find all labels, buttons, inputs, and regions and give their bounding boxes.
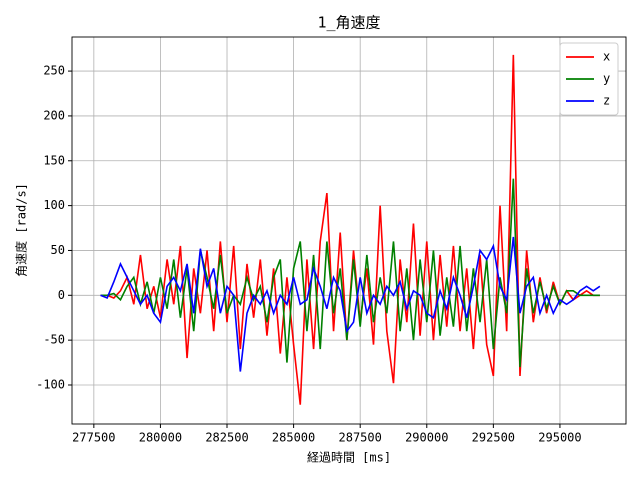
x-tick-label: 292500 bbox=[472, 431, 515, 445]
x-axis-label: 経過時間 [ms] bbox=[307, 451, 391, 465]
x-tick-label: 287500 bbox=[339, 431, 382, 445]
plot-frame bbox=[71, 36, 627, 425]
y-axis-label: 角速度 [rad/s] bbox=[14, 183, 29, 277]
y-tick-label: 200 bbox=[43, 108, 65, 122]
y-tick-label: 100 bbox=[43, 198, 65, 212]
x-tick-label: 280000 bbox=[139, 431, 182, 445]
x-tick-label: 290000 bbox=[405, 431, 448, 445]
y-tick-label: 50 bbox=[51, 243, 65, 257]
y-tick-label: 0 bbox=[58, 288, 65, 302]
x-tick-label: 285000 bbox=[272, 431, 315, 445]
x-tick-label: 282500 bbox=[205, 431, 248, 445]
chart-title: 1_角速度 bbox=[317, 14, 380, 32]
legend: xyz bbox=[559, 42, 619, 116]
y-tick-label: -100 bbox=[36, 377, 65, 391]
series-line bbox=[100, 54, 600, 405]
legend-label: y bbox=[603, 72, 610, 86]
legend-label: x bbox=[603, 50, 610, 64]
series-line bbox=[100, 236, 601, 372]
y-tick-label: 150 bbox=[43, 153, 65, 167]
x-tick-label: 295000 bbox=[538, 431, 581, 445]
y-tick-label: 250 bbox=[43, 64, 65, 78]
x-tick-label: 277500 bbox=[72, 431, 115, 445]
legend-label: z bbox=[603, 94, 610, 108]
y-tick-label: -50 bbox=[43, 333, 65, 347]
